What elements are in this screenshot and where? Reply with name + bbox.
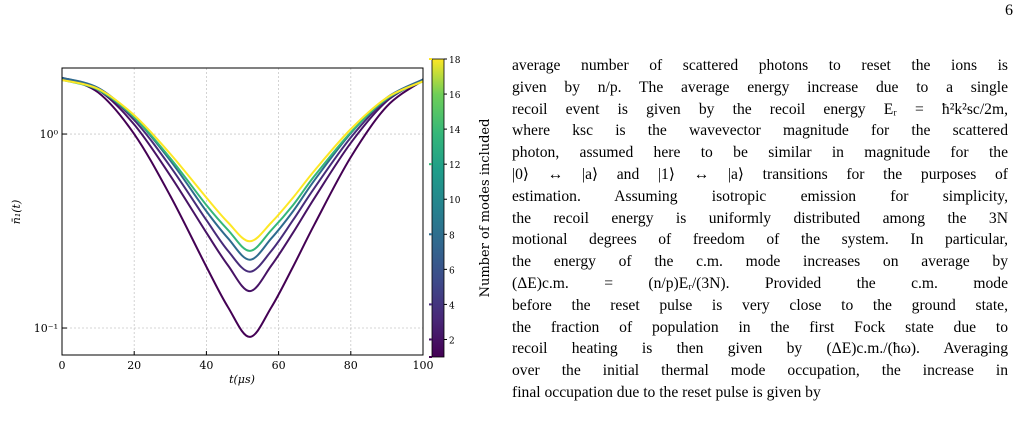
text-line: recoil heating is then given by (ΔE)c.m.… [512, 340, 1008, 358]
text-line: |0⟩ ↔ |a⟩ and |1⟩ ↔ |a⟩ transitions for … [512, 165, 1008, 183]
line-series [61, 76, 424, 273]
line-series [61, 76, 424, 293]
text-line: the energy of the c.m. mode increases on… [512, 253, 1008, 271]
chart: 0 20 40 60 80 100 10⁻¹ 10⁰ t(μs) n̄₁(t) Number … [10, 56, 493, 386]
colorbar [431, 58, 445, 358]
y-axis-label: n̄₁(t) [10, 200, 23, 225]
x-tick-label: 80 [344, 359, 358, 372]
text-line: the recoil energy is uniformly distribut… [512, 209, 1008, 227]
body-text: average number of scattered photons to r… [512, 55, 1008, 404]
text-line: photon, assumed here to be similar in ma… [512, 144, 1008, 162]
plot-area: 0 20 40 60 80 100 10⁻¹ 10⁰ [34, 67, 434, 372]
colorbar-label: Number of modes included [478, 119, 493, 298]
colorbar-tick-label: 10 [449, 196, 461, 206]
colorbar-tick-label: 6 [449, 266, 455, 276]
text-line: recoil event is given by the recoil ener… [512, 100, 1008, 118]
text-line: motional degrees of freedom of the syste… [512, 231, 1008, 249]
x-tick-label: 40 [199, 359, 213, 372]
colorbar-tick-label: 2 [449, 336, 455, 346]
colorbar-tick-label: 4 [449, 301, 455, 311]
plot-frame [61, 67, 424, 356]
text-line: the fraction of population in the first … [512, 318, 1008, 336]
colorbar-tick-label: 8 [449, 231, 455, 241]
x-tick-label: 60 [272, 359, 286, 372]
colorbar-tick-label: 14 [449, 126, 461, 136]
colorbar-tick-label: 18 [449, 56, 461, 66]
text-line: final occupation due to the reset pulse … [512, 383, 821, 401]
x-tick-label: 20 [127, 359, 141, 372]
line-series [61, 76, 424, 338]
page-number: 6 [1005, 2, 1013, 19]
text-line: given by n/p. The average energy increas… [512, 78, 1008, 96]
text-line: where ksc is the wavevector magnitude fo… [512, 122, 1008, 140]
x-axis-label: t(μs) [229, 373, 255, 386]
colorbar-tick-label: 12 [449, 161, 460, 171]
y-tick-label: 10⁰ [40, 128, 59, 141]
text-line: (ΔE)c.m. = (n/p)Eᵣ/(3N). Provided the c.… [512, 274, 1008, 292]
text-line: over the initial thermal mode occupation… [512, 362, 1008, 380]
text-line: average number of scattered photons to r… [512, 57, 1008, 74]
x-tick-label: 0 [59, 359, 66, 372]
line-series [61, 78, 424, 243]
text-line: estimation. Assuming isotropic emission … [512, 187, 1008, 205]
text-line: before the reset pulse is very close to … [512, 296, 1008, 314]
y-tick-label: 10⁻¹ [34, 322, 58, 335]
line-series [61, 78, 424, 252]
colorbar-tick-label: 16 [449, 91, 461, 101]
x-tick-label: 100 [413, 359, 434, 372]
